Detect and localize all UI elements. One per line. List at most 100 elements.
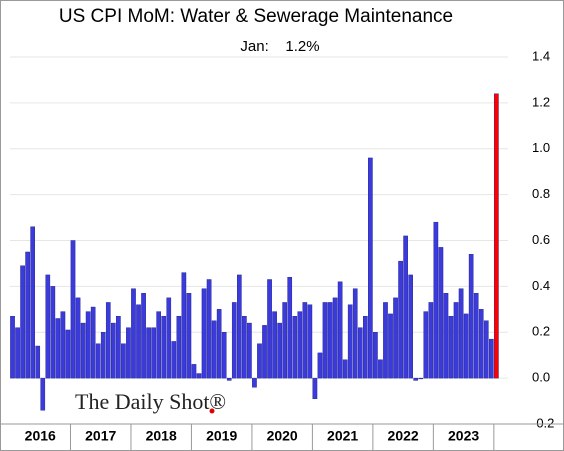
x-tick-label: 2016 [25, 428, 56, 444]
y-tick-label: 0.4 [532, 278, 550, 293]
bar [116, 315, 121, 379]
bar [262, 325, 267, 379]
bar [418, 377, 424, 380]
bar [332, 297, 338, 379]
bar [90, 306, 96, 379]
bar [121, 343, 126, 379]
bar [373, 332, 378, 379]
bar [478, 309, 484, 379]
bar [247, 322, 252, 379]
bar [322, 302, 328, 379]
bar [347, 304, 353, 379]
bar [131, 288, 136, 379]
watermark-dot [209, 408, 215, 414]
bar [136, 304, 141, 379]
bar [252, 377, 257, 388]
bar [176, 315, 182, 379]
bar [75, 297, 81, 379]
bar [383, 302, 388, 379]
bar [20, 265, 25, 379]
bar [65, 329, 71, 379]
bar [267, 279, 272, 379]
y-tick-label: 0.0 [532, 370, 550, 385]
chart-subtitle: Jan: 1.2% [240, 38, 319, 55]
bar [242, 315, 247, 379]
bar [141, 293, 146, 379]
x-tick-label: 2017 [85, 428, 116, 444]
bar [448, 315, 454, 379]
bar [95, 343, 101, 379]
bar [413, 377, 419, 381]
bar [216, 309, 222, 379]
bar [35, 345, 41, 379]
y-tick-label: 0.2 [532, 324, 550, 339]
bar [40, 377, 46, 411]
bar [363, 315, 368, 379]
bar [292, 315, 298, 379]
x-tick-label: 2020 [267, 428, 298, 444]
bar [50, 286, 56, 379]
x-tick-label: 2021 [327, 428, 358, 444]
bar [221, 332, 227, 379]
bar [231, 302, 237, 379]
bar [171, 341, 177, 379]
bar [327, 302, 333, 379]
bar [226, 377, 232, 381]
bar [287, 277, 293, 379]
y-tick-label: 1.0 [532, 140, 550, 155]
bar [317, 352, 323, 379]
bar [146, 327, 151, 379]
bar [15, 327, 20, 379]
bar [489, 338, 494, 379]
bar [468, 254, 474, 379]
bar [126, 327, 131, 379]
bar [388, 313, 393, 379]
bar [423, 311, 429, 379]
bar [70, 240, 76, 379]
y-tick-label: 0.8 [532, 186, 550, 201]
x-tick-label: 2019 [206, 428, 237, 444]
bar [398, 260, 403, 379]
bar [337, 281, 343, 379]
bar [186, 293, 192, 379]
bar [166, 297, 172, 379]
bar [196, 373, 202, 379]
bar [30, 226, 35, 379]
bar [458, 288, 464, 379]
y-tick-label: -0.2 [532, 415, 554, 430]
bar [438, 247, 444, 379]
bar [393, 297, 398, 379]
bar [443, 293, 449, 379]
bar [10, 315, 15, 379]
bar [236, 274, 242, 379]
bar [80, 322, 86, 379]
bar [463, 313, 469, 379]
bar [272, 311, 277, 379]
y-tick-label: 1.4 [532, 48, 550, 63]
bar [302, 302, 308, 379]
x-tick-label: 2018 [146, 428, 177, 444]
bar [378, 359, 383, 379]
bar [403, 235, 408, 379]
bar [277, 322, 282, 379]
bar [100, 332, 106, 379]
chart-title: US CPI MoM: Water & Sewerage Maintenance [59, 6, 453, 27]
bar [433, 221, 439, 379]
bar [307, 304, 313, 379]
bar [428, 302, 434, 379]
x-tick-label: 2023 [448, 428, 479, 444]
bar [297, 311, 303, 379]
bar [368, 157, 373, 379]
bar [156, 311, 161, 379]
bar [45, 274, 51, 379]
y-tick-label: 0.6 [532, 232, 550, 247]
bar [453, 302, 459, 379]
bar [257, 343, 262, 379]
bar [55, 318, 61, 379]
bar [151, 327, 156, 379]
bar [473, 293, 479, 379]
bar [483, 320, 489, 379]
bar [357, 327, 363, 379]
